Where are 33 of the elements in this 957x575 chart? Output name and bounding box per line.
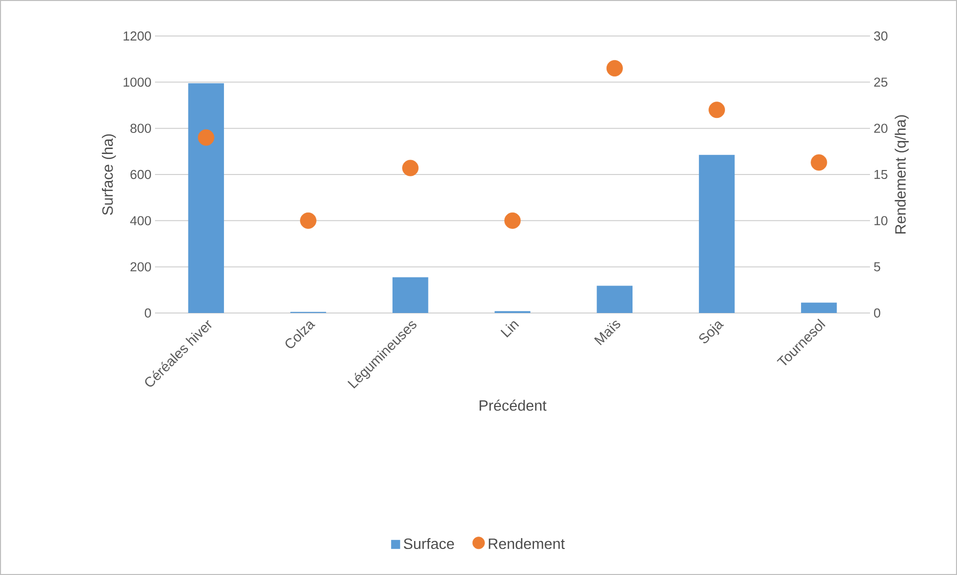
y-tick-label: 0	[144, 308, 151, 318]
y2-tick-label: 5	[874, 262, 880, 272]
y-tick-label: 1000	[124, 78, 151, 87]
y-axis-title: Surface (ha)	[102, 134, 116, 215]
bar	[801, 302, 837, 313]
point	[198, 129, 214, 146]
bar	[698, 154, 735, 313]
point	[402, 160, 419, 176]
y2-tick-label: 25	[874, 78, 888, 87]
legend-label: Surface	[404, 538, 454, 550]
y-tick-label: 800	[130, 124, 151, 133]
x-axis-title: Précédent	[480, 400, 546, 411]
y-tick-label: 400	[130, 216, 151, 226]
x-tick-label: Soja	[699, 322, 724, 344]
bar	[596, 286, 633, 313]
y2-tick-label: 10	[874, 216, 888, 226]
y-tick-label: 1200	[124, 31, 151, 41]
point	[300, 212, 316, 229]
y-tick-label: 200	[130, 262, 151, 272]
point	[810, 154, 828, 171]
y2-axis-title: Rendement (q/ha)	[894, 115, 909, 234]
y2-tick-label: 30	[874, 31, 888, 41]
point	[606, 60, 623, 76]
bar	[392, 277, 428, 313]
y2-tick-label: 20	[874, 124, 888, 133]
bar	[188, 83, 224, 313]
x-tick-label: Lin	[500, 321, 520, 338]
y2-tick-label: 0	[874, 308, 880, 318]
point	[504, 212, 521, 229]
y-tick-label: 600	[130, 170, 151, 180]
y2-tick-label: 15	[874, 170, 888, 179]
point	[708, 102, 725, 118]
legend-label: Rendement	[488, 538, 565, 550]
